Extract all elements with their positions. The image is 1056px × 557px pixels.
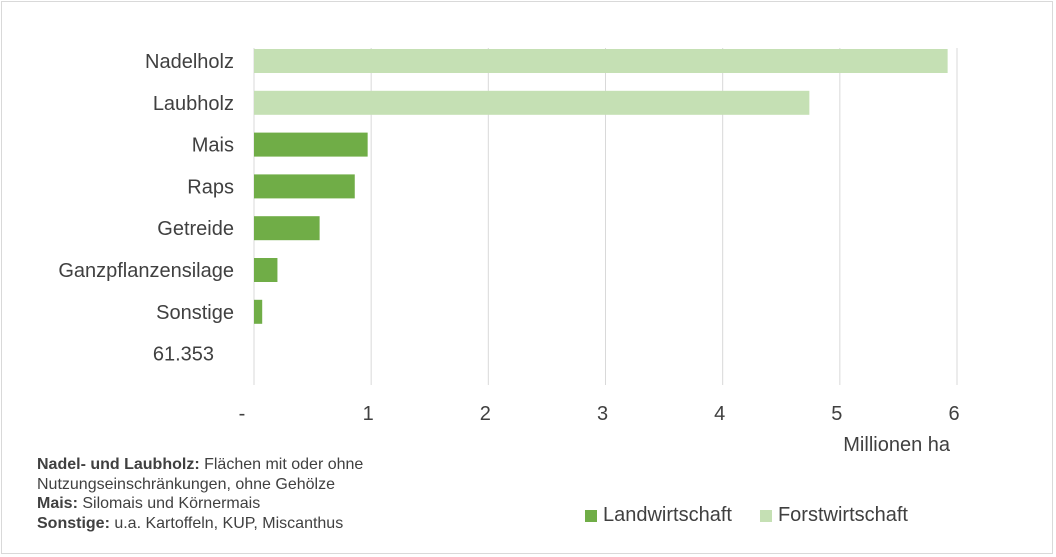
bar-getreide (254, 216, 320, 241)
category-label-nadelholz: Nadelholz (145, 51, 234, 73)
note-other-bold: Sonstige: (37, 514, 110, 532)
legend-item-landwirtschaft: Landwirtschaft (585, 504, 732, 527)
chart-legend: Landwirtschaft Forstwirtschaft (585, 504, 936, 527)
category-label-ganzpflanzensilage: Ganzpflanzensilage (58, 260, 234, 282)
category-label-sonstige: Sonstige (156, 302, 234, 324)
note-wood-text: Flächen mit oder ohne Nutzungseinschränk… (37, 456, 364, 493)
x-tick-label: 2 (480, 403, 491, 425)
x-tick-label: 1 (363, 403, 374, 425)
bar-mais (254, 132, 368, 157)
legend-label-forstwirtschaft: Forstwirtschaft (777, 504, 908, 526)
bar-ganzpflanzensilage (254, 258, 278, 282)
legend-swatch-forstwirtschaft (759, 509, 772, 522)
x-tick-label: - (239, 403, 246, 425)
note-maize-text: Silomais und Körnermais (77, 495, 261, 512)
bar-raps (254, 174, 355, 199)
note-maize-bold: Mais: (37, 495, 78, 512)
category-label-mais: Mais (192, 135, 234, 157)
category-label-extra: 61.353 (153, 344, 214, 366)
bar-laubholz (254, 90, 810, 115)
category-label-laubholz: Laubholz (153, 93, 234, 115)
note-line-maize: Mais: Silomais und Körnermais (37, 494, 537, 514)
note-wood-bold: Nadel- und Laubholz: (37, 456, 200, 473)
footnotes: Nadel- und Laubholz: Flächen mit oder oh… (37, 455, 537, 533)
category-label-getreide: Getreide (157, 218, 234, 240)
x-axis-title: Millionen ha (843, 434, 951, 456)
note-line-other: Sonstige: u.a. Kartoffeln, KUP, Miscanth… (37, 514, 537, 534)
legend-label-landwirtschaft: Landwirtschaft (603, 504, 732, 526)
x-tick-label: 4 (714, 403, 725, 425)
note-line-wood: Nadel- und Laubholz: Flächen mit oder oh… (37, 455, 537, 494)
note-other-text: u.a. Kartoffeln, KUP, Miscanthus (109, 514, 344, 532)
x-tick-label: 3 (597, 403, 608, 425)
category-label-raps: Raps (187, 176, 234, 198)
bar-sonstige (254, 299, 263, 324)
x-tick-label: 6 (948, 403, 959, 425)
legend-swatch-landwirtschaft (585, 509, 597, 522)
legend-item-forstwirtschaft: Forstwirtschaft (759, 504, 908, 527)
x-tick-label: 5 (831, 403, 842, 425)
bar-nadelholz (254, 49, 948, 73)
